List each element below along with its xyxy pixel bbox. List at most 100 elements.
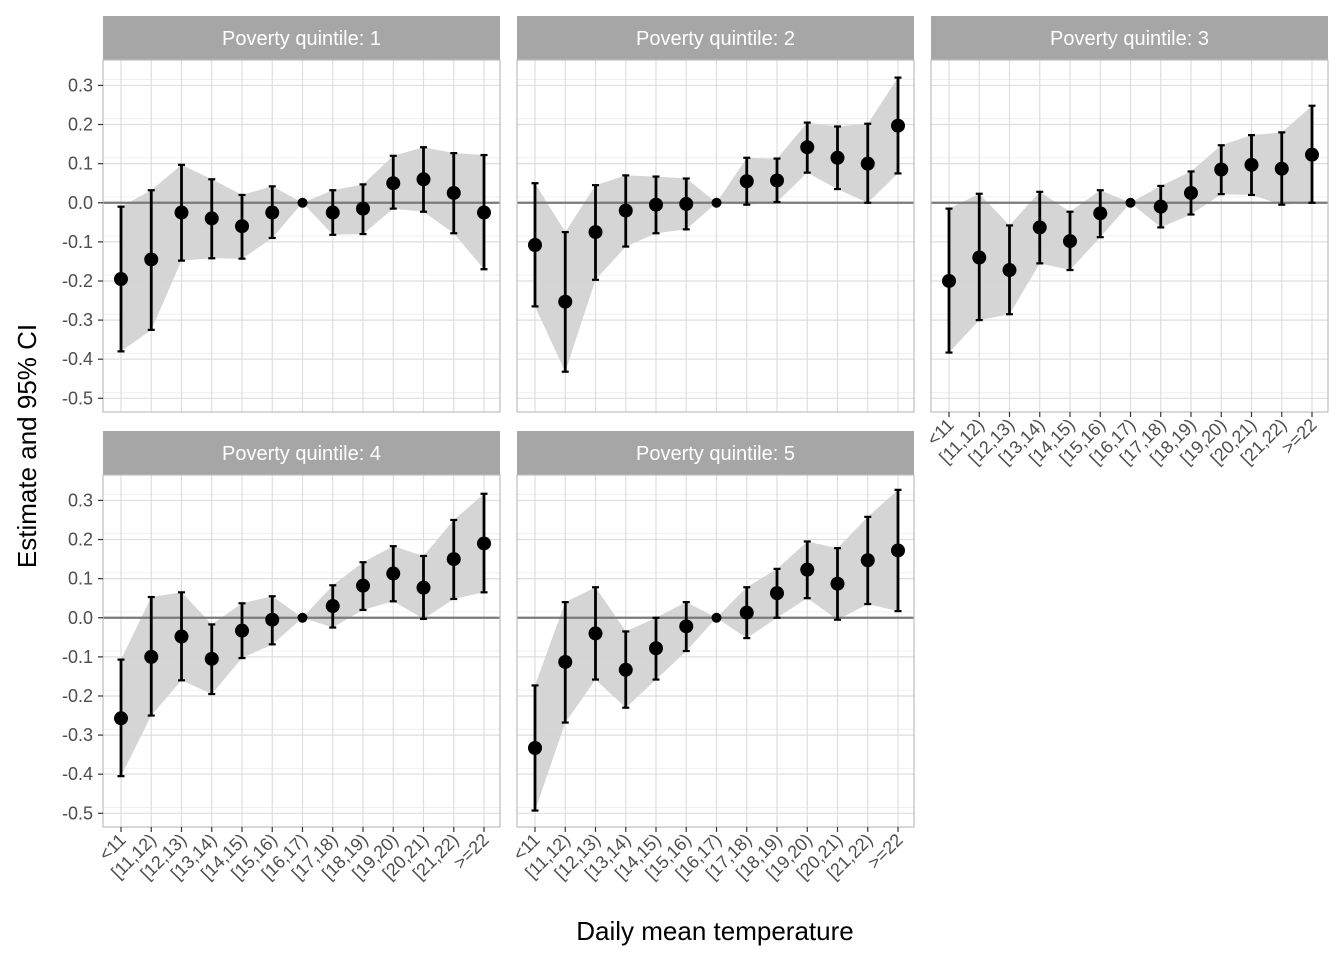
estimate-point (800, 140, 815, 155)
estimate-point (711, 612, 722, 623)
estimate-point (204, 211, 219, 226)
estimate-point (739, 605, 754, 620)
facet-strip-label: Poverty quintile: 2 (636, 28, 795, 50)
estimate-point (558, 294, 573, 309)
estimate-point (891, 543, 905, 558)
y-tick-label: -0.2 (62, 271, 93, 291)
x-axis-quintile-5: <11[11,12)[12,13)[13,14)[14,15)[15,16)[1… (509, 827, 907, 883)
estimate-point (114, 272, 128, 287)
y-tick-label: -0.4 (62, 764, 93, 784)
x-axis-quintile-4: <11[11,12)[12,13)[13,14)[14,15)[15,16)[1… (95, 827, 493, 883)
estimate-point (830, 576, 845, 591)
estimate-point (114, 711, 128, 726)
estimate-point (1093, 206, 1108, 221)
panel-border (102, 59, 501, 413)
estimate-point (739, 174, 754, 189)
x-axis-quintile-3: <11[11,12)[12,13)[13,14)[14,15)[15,16)[1… (923, 412, 1321, 468)
panels-layer: Poverty quintile: 1 0.3 0.2 0.1 0.0 -0.1 -0.2 -… (62, 16, 1329, 828)
panel-border (930, 59, 1329, 413)
panel-quintile-3: Poverty quintile: 3 (930, 16, 1329, 413)
estimate-point (588, 225, 603, 240)
y-tick-label: -0.5 (62, 803, 93, 823)
panel-border (102, 474, 501, 828)
y-tick-label: -0.2 (62, 686, 93, 706)
estimate-point (416, 580, 431, 595)
estimate-point (446, 552, 461, 567)
estimate-point (265, 612, 280, 627)
y-tick-label: -0.1 (62, 232, 93, 252)
estimate-point (1274, 161, 1289, 176)
facet-strip-label: Poverty quintile: 4 (222, 443, 381, 465)
facet-strip (517, 16, 914, 60)
estimate-point (558, 654, 573, 669)
estimate-point (297, 197, 308, 208)
estimate-point (891, 118, 905, 133)
y-tick-label: -0.5 (62, 388, 93, 408)
panel-quintile-4: Poverty quintile: 4 0.3 0.2 0.1 0.0 -0.1 -0.2 -… (62, 431, 501, 828)
estimate-point (325, 599, 340, 614)
y-tick-label: 0.0 (68, 193, 93, 213)
estimate-point (649, 641, 663, 656)
estimate-point (679, 196, 694, 211)
estimate-point (204, 651, 219, 666)
estimate-point (679, 619, 694, 634)
x-axis-title: Daily mean temperature (576, 916, 853, 946)
estimate-point (144, 252, 159, 267)
y-axis-title: Estimate and 95% CI (12, 324, 42, 568)
estimate-point (711, 197, 722, 208)
panel-quintile-5: Poverty quintile: 5 (516, 431, 915, 828)
y-tick-label: 0.3 (68, 75, 93, 95)
estimate-point (235, 623, 249, 638)
estimate-point (860, 553, 875, 568)
estimate-point (356, 201, 370, 216)
x-tick-label: >=22 (1278, 415, 1321, 458)
y-tick-label: 0.1 (68, 569, 93, 589)
estimate-point (386, 176, 401, 191)
facet-strip (517, 431, 914, 475)
estimate-point (770, 586, 784, 601)
estimate-point (528, 237, 542, 252)
y-tick-label: -0.3 (62, 310, 93, 330)
estimate-point (174, 629, 189, 644)
estimate-point (446, 185, 461, 200)
estimate-point (297, 612, 308, 623)
estimate-point (144, 649, 159, 664)
estimate-point (618, 203, 633, 218)
estimate-point (770, 173, 784, 188)
estimate-point (972, 250, 987, 265)
estimate-point (588, 626, 603, 641)
estimate-point (1125, 197, 1136, 208)
estimate-point (356, 578, 370, 593)
facet-strip (931, 16, 1328, 60)
facet-strip-label: Poverty quintile: 3 (1050, 28, 1209, 50)
panel-quintile-2: Poverty quintile: 2 (516, 16, 915, 413)
x-tick-label: >=22 (450, 830, 493, 873)
estimate-point (860, 156, 875, 171)
estimate-point (477, 536, 491, 551)
panel-border (516, 59, 915, 413)
estimate-point (386, 566, 401, 581)
y-tick-label: 0.0 (68, 608, 93, 628)
estimate-point (830, 150, 845, 165)
y-tick-label: -0.3 (62, 725, 93, 745)
y-tick-label: 0.3 (68, 490, 93, 510)
y-tick-label: -0.4 (62, 349, 93, 369)
y-tick-label: 0.2 (68, 530, 93, 550)
panel-border (516, 474, 915, 828)
facet-strip-label: Poverty quintile: 5 (636, 443, 795, 465)
estimate-point (942, 273, 956, 288)
estimate-point (235, 219, 249, 234)
estimate-point (265, 205, 280, 220)
estimate-point (1244, 157, 1259, 172)
estimate-point (477, 205, 491, 220)
estimate-point (174, 205, 189, 220)
y-tick-label: 0.2 (68, 115, 93, 135)
estimate-point (649, 197, 663, 212)
facet-strip (103, 431, 500, 475)
estimate-point (325, 205, 340, 220)
x-tick-label: >=22 (864, 830, 907, 873)
estimate-point (618, 662, 633, 677)
estimate-point (800, 562, 815, 577)
estimate-point (1032, 220, 1047, 235)
estimate-point (1214, 162, 1229, 177)
